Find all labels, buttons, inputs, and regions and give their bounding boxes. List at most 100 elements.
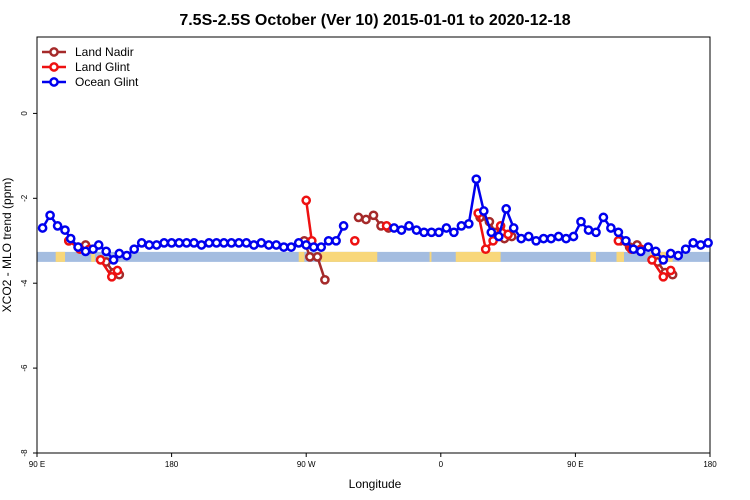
data-point [647,255,657,265]
data-point [553,231,564,242]
data-point [241,238,252,248]
data-point [301,240,312,250]
data-point [323,235,334,246]
data-point [204,238,214,248]
land-ocean-strip [37,251,710,262]
data-point [583,225,594,235]
data-point [65,233,76,244]
data-point [73,242,83,252]
data-point [501,204,512,214]
data-point [136,238,147,248]
data-point [404,221,414,231]
data-point [576,216,586,227]
data-point [293,238,304,248]
chart-title: 7.5S-2.5S October (Ver 10) 2015-01-01 to… [179,12,570,29]
legend-label: Land Nadir [75,45,134,59]
data-point [381,221,392,231]
data-point [37,223,48,233]
data-point [181,238,192,248]
x-axis-label: Longitude [349,477,402,491]
data-point [411,225,422,235]
legend-label: Ocean Glint [75,75,139,89]
y-tick-label: -2 [20,194,29,202]
data-point [331,235,341,246]
data-point [368,210,379,221]
data-point [665,248,676,259]
data-point [688,238,699,248]
series-line [393,178,709,262]
data-point [361,214,371,225]
land-strip-segment [429,251,432,262]
y-tick-label: -8 [20,449,29,457]
data-point [93,240,104,250]
data-point [516,233,527,244]
data-point [112,265,123,276]
data-point [189,238,199,248]
land-strip-segment [590,251,596,262]
data-point [60,225,70,235]
data-point [389,223,399,233]
data-point [538,233,549,244]
data-point [621,235,631,246]
data-point [658,271,669,282]
data-point [234,238,244,248]
data-point [305,252,315,262]
legend-item: Land Glint [42,60,130,74]
y-axis-label: XCO2 - MLO trend (ppm) [0,178,14,313]
data-point [463,218,474,229]
land-strip-segment [298,251,305,262]
land-strip-segment [616,251,625,262]
x-tick-label: 0 [439,460,444,469]
data-point [121,250,132,261]
data-point [151,240,162,250]
data-point [613,227,624,238]
x-tick-label: 90 E [29,460,45,469]
data-point [263,240,274,250]
data-point [650,246,661,257]
data-point [95,255,106,265]
data-point [503,229,513,240]
data-point [486,227,497,238]
data-point [301,195,312,206]
data-point [349,235,360,246]
data-point [426,227,437,238]
data-point [471,174,482,185]
data-point [45,210,55,221]
x-tick-label: 90 W [297,460,316,469]
data-point [80,246,91,257]
data-point [531,235,541,246]
data-point [256,238,267,248]
y-tick-label: -6 [20,364,29,372]
data-point [196,240,207,250]
data-point [166,238,177,248]
data-point [226,238,237,248]
legend-label: Land Glint [75,60,130,74]
data-point [308,242,319,252]
legend-item: Land Nadir [42,45,134,59]
series-line [304,200,314,241]
data-point [673,250,684,261]
data-point [419,227,429,238]
data-point [114,248,125,259]
data-point [703,238,713,248]
axis-layer: 90 E 180 90 W 0 90 E 180 0 -2 -4 -6 -8 [20,111,717,469]
data-point [219,238,229,248]
data-point [568,231,579,242]
data-point [211,238,222,248]
land-strip-segment [55,251,66,262]
data-point [249,240,259,250]
y-tick-label: 0 [20,111,29,116]
legend-marker [49,77,59,87]
data-point [434,227,444,238]
data-point [561,233,571,244]
data-point [52,221,63,231]
data-point [480,244,491,255]
data-point [108,255,119,265]
land-strip-segment [91,251,95,262]
data-point [613,235,624,246]
data-point [695,240,706,250]
data-point [129,244,140,255]
data-point [101,246,112,257]
legend-marker [49,62,59,72]
